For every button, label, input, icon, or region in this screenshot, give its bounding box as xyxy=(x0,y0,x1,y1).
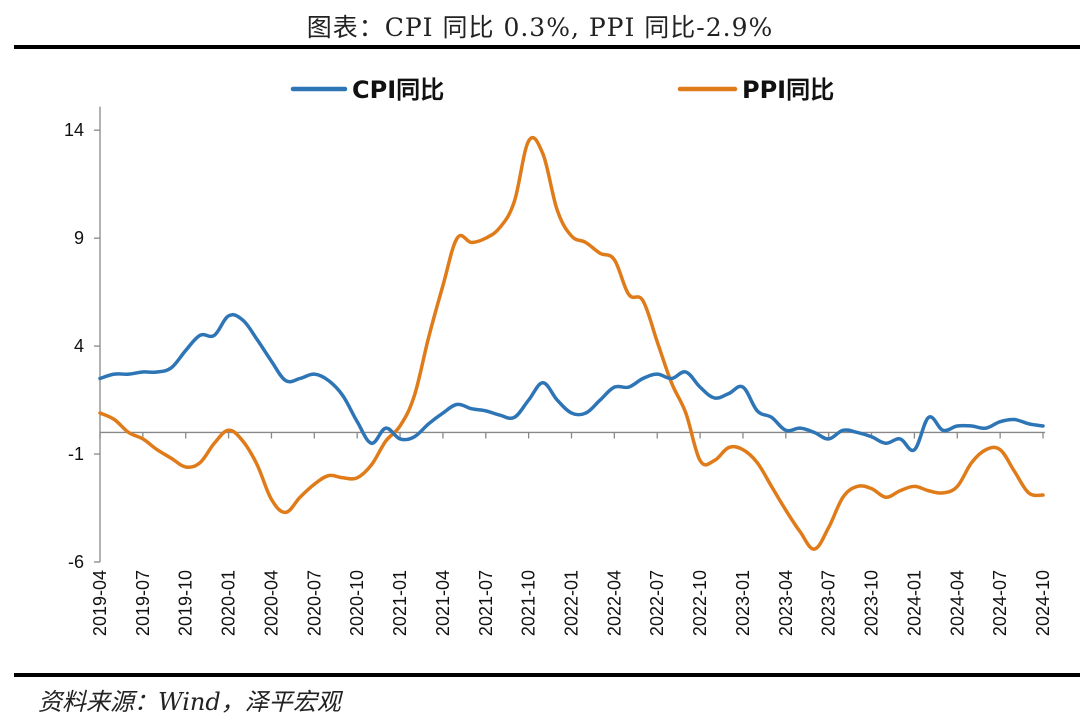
chart-title: 图表：CPI 同比 0.3%, PPI 同比-2.9% xyxy=(306,13,774,42)
axes: 14 9 4 -1 -6 2019-04 2019-07 2019-10 2020-01 2020… xyxy=(64,106,1053,636)
ppi-series-line xyxy=(98,135,1045,551)
x-tick-label: 2023-01 xyxy=(733,570,753,636)
y-tick-label: -6 xyxy=(68,552,84,572)
legend: CPI同比 PPI同比 xyxy=(290,76,834,104)
x-tick-label: 2023-04 xyxy=(776,570,796,636)
x-tick-label: 2021-10 xyxy=(519,570,539,636)
y-tick-label: -1 xyxy=(68,444,84,464)
x-tick-label: 2023-10 xyxy=(862,570,882,636)
x-tick-label: 2020-01 xyxy=(219,570,239,636)
legend-item-ppi: PPI同比 xyxy=(677,76,834,104)
x-tick-label: 2022-10 xyxy=(690,570,710,636)
x-tick-label: 2022-01 xyxy=(562,570,582,636)
x-tick-label: 2022-07 xyxy=(647,570,667,636)
x-tick-label: 2021-04 xyxy=(433,570,453,636)
x-tick-label: 2023-07 xyxy=(819,570,839,636)
x-tick-label: 2019-07 xyxy=(133,570,153,636)
series-lines xyxy=(98,135,1045,551)
x-tick-label: 2021-07 xyxy=(476,570,496,636)
y-tick-label: 14 xyxy=(64,120,84,140)
x-tick-label: 2024-01 xyxy=(904,570,924,636)
x-tick-label: 2022-04 xyxy=(604,570,624,636)
x-tick-label: 2021-01 xyxy=(390,570,410,636)
legend-label: PPI同比 xyxy=(742,76,834,104)
legend-label: CPI同比 xyxy=(352,76,444,104)
x-tick-label: 2024-10 xyxy=(1033,570,1053,636)
x-tick-label: 2024-07 xyxy=(990,570,1010,636)
x-tick-label: 2024-04 xyxy=(947,570,967,636)
bottom-rule xyxy=(14,673,1080,677)
x-tick-label: 2020-07 xyxy=(304,570,324,636)
top-rule xyxy=(14,45,1080,49)
x-tick-label: 2019-04 xyxy=(90,570,110,636)
legend-item-cpi: CPI同比 xyxy=(290,76,444,104)
x-tick-label: 2020-10 xyxy=(347,570,367,636)
y-tick-label: 4 xyxy=(74,336,84,356)
source-note: 资料来源：Wind，泽平宏观 xyxy=(38,688,341,716)
x-tick-label: 2019-10 xyxy=(176,570,196,636)
y-tick-label: 9 xyxy=(74,228,84,248)
x-tick-label: 2020-04 xyxy=(261,570,281,636)
cpi-series-line xyxy=(98,313,1045,453)
